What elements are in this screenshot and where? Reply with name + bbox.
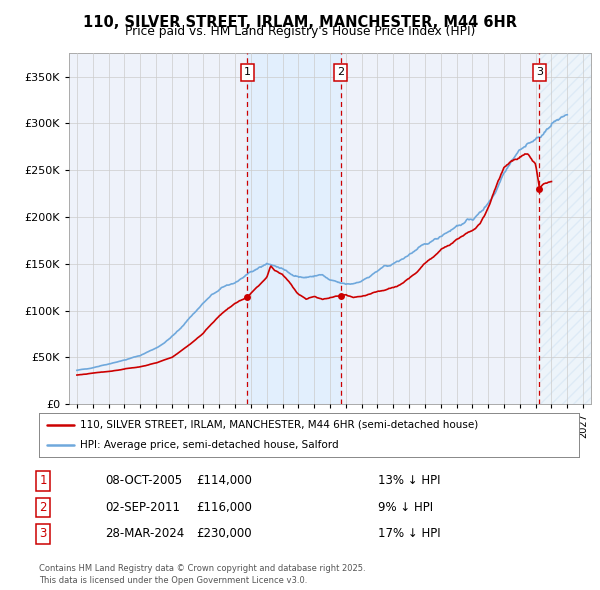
- Text: £230,000: £230,000: [196, 527, 252, 540]
- Text: 2: 2: [337, 67, 344, 77]
- Text: Price paid vs. HM Land Registry's House Price Index (HPI): Price paid vs. HM Land Registry's House …: [125, 25, 475, 38]
- Text: 08-OCT-2005: 08-OCT-2005: [105, 474, 182, 487]
- Text: 110, SILVER STREET, IRLAM, MANCHESTER, M44 6HR: 110, SILVER STREET, IRLAM, MANCHESTER, M…: [83, 15, 517, 30]
- Bar: [539, 53, 591, 404]
- Text: 1: 1: [244, 67, 251, 77]
- Text: 110, SILVER STREET, IRLAM, MANCHESTER, M44 6HR (semi-detached house): 110, SILVER STREET, IRLAM, MANCHESTER, M…: [79, 420, 478, 430]
- Text: HPI: Average price, semi-detached house, Salford: HPI: Average price, semi-detached house,…: [79, 440, 338, 450]
- Text: 02-SEP-2011: 02-SEP-2011: [105, 501, 180, 514]
- Text: 17% ↓ HPI: 17% ↓ HPI: [378, 527, 440, 540]
- Text: 13% ↓ HPI: 13% ↓ HPI: [378, 474, 440, 487]
- Text: Contains HM Land Registry data © Crown copyright and database right 2025.
This d: Contains HM Land Registry data © Crown c…: [39, 565, 365, 585]
- Text: £114,000: £114,000: [196, 474, 252, 487]
- Text: 1: 1: [40, 474, 47, 487]
- Text: £116,000: £116,000: [196, 501, 252, 514]
- Text: 3: 3: [536, 67, 543, 77]
- Text: 28-MAR-2024: 28-MAR-2024: [105, 527, 184, 540]
- Bar: [539, 53, 591, 404]
- Text: 9% ↓ HPI: 9% ↓ HPI: [378, 501, 433, 514]
- Text: 2: 2: [40, 501, 47, 514]
- Text: 3: 3: [40, 527, 47, 540]
- Bar: [247, 53, 341, 404]
